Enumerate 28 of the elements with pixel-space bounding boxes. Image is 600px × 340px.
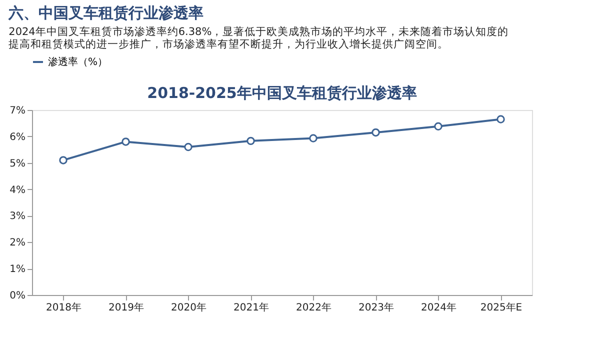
y-tick-label: 3%	[10, 211, 26, 222]
point	[372, 128, 380, 137]
text: 2024年中国叉车租赁市场渗透率约6.38%，显著低于欧美成熟市场的平均水平，未来随着市场认知度的提高和租赁模式的进一步推广，市场渗透率有望不断提升，为行业收入增长提供广阔空间。	[8, 25, 509, 50]
y-tick-label: 7%	[10, 106, 26, 116]
x-tick-label: 2019年	[108, 302, 144, 314]
x-tick-label: 2025年E	[480, 302, 522, 314]
point	[309, 134, 318, 142]
y-tick-label: 4%	[10, 184, 26, 196]
x-tick-label: 2020年	[171, 302, 206, 314]
x-tick-label: 2024年	[421, 302, 456, 314]
x-tick-label: 2021年	[234, 302, 269, 314]
point	[496, 115, 505, 124]
point	[59, 156, 68, 164]
x-tick-label: 2023年	[358, 302, 394, 314]
point	[122, 138, 130, 146]
y-tick-label: 0%	[10, 290, 26, 302]
point	[246, 136, 255, 146]
x-tick-label: 2022年	[296, 302, 332, 314]
y-tick-label: 5%	[10, 158, 26, 170]
legend-label: 渗透率（%）	[48, 56, 108, 68]
x-tick-label: 2018年	[46, 302, 82, 314]
point	[184, 142, 192, 152]
chart-title: 2018-2025年中国叉车租赁行业渗透率	[147, 84, 417, 102]
y-tick-label: 1%	[10, 264, 26, 276]
point	[434, 122, 442, 130]
y-tick-label: 6%	[10, 132, 26, 143]
text: 六、中国叉车租赁行业渗透率	[8, 4, 204, 22]
y-tick-label: 2%	[10, 238, 26, 249]
